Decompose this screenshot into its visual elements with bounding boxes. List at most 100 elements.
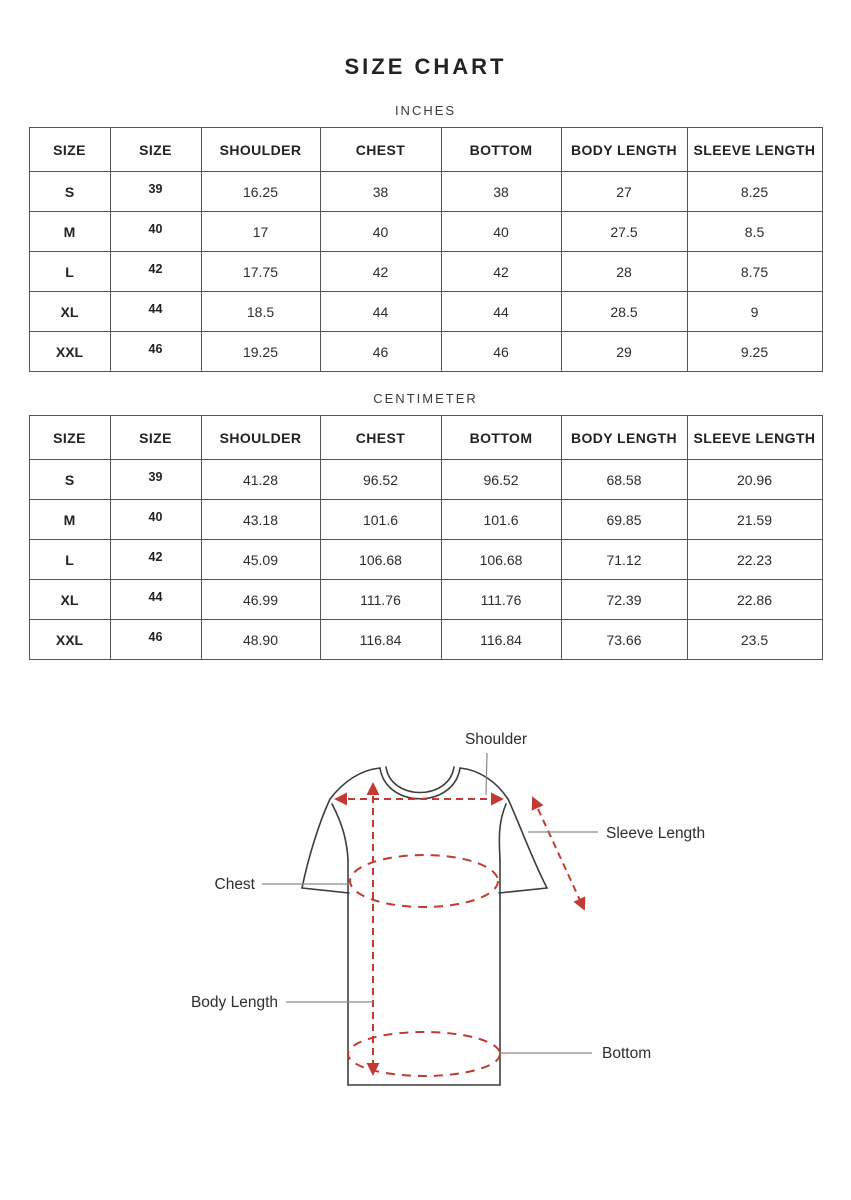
measurement-cell: 44 <box>109 291 202 332</box>
numeric-size-value: 46 <box>148 341 163 356</box>
measurement-cell: 38 <box>319 171 442 212</box>
measurement-cell: 116.84 <box>319 619 442 660</box>
measurement-cell: 28 <box>560 251 688 292</box>
measurement-cell: 40 <box>109 499 202 540</box>
measurement-cell: 72.39 <box>560 579 688 620</box>
measurement-cell: 42 <box>109 251 202 292</box>
numeric-size-value: 44 <box>148 589 163 604</box>
shoulder-pointer-line <box>485 752 488 796</box>
measurement-cell: 68.58 <box>560 459 688 500</box>
header-row: SIZE SIZE SHOULDER CHEST BOTTOM BODY LENGTH SL… <box>28 127 823 172</box>
measurement-cell: 39 <box>109 459 202 500</box>
measurement-cell: 27.5 <box>560 211 688 252</box>
measurement-cell: 9 <box>686 291 823 332</box>
measurement-cell: 21.59 <box>686 499 823 540</box>
measurement-cell: 29 <box>560 331 688 372</box>
size-label-cell: S <box>28 459 111 500</box>
column-header: SIZE <box>109 127 202 172</box>
table-row: L 42 17.75 42 42 28 8.75 <box>28 251 823 292</box>
column-header: SHOULDER <box>200 415 321 460</box>
measurement-cell: 116.84 <box>440 619 562 660</box>
chest-label: Chest <box>215 876 256 893</box>
tshirt-measurement-diagram: Shoulder Sleeve Length Chest Body Length… <box>0 708 851 1133</box>
size-table-inches: SIZE SIZE SHOULDER CHEST BOTTOM BODY LENGTH SL… <box>28 127 823 372</box>
measurement-cell: 46 <box>109 331 202 372</box>
measurement-cell: 106.68 <box>440 539 562 580</box>
measurement-cell: 27 <box>560 171 688 212</box>
unit-label-inches: INCHES <box>394 103 457 118</box>
table-row: XL 44 18.5 44 44 28.5 9 <box>28 291 823 332</box>
label-pointer-lines <box>262 752 598 1054</box>
measurement-cell: 111.76 <box>440 579 562 620</box>
sleeve-length-label: Sleeve Length <box>606 825 705 842</box>
measurement-cell: 44 <box>440 291 562 332</box>
measurement-cell: 101.6 <box>319 499 442 540</box>
numeric-size-value: 39 <box>148 469 163 484</box>
measurement-cell: 101.6 <box>440 499 562 540</box>
measurement-cell: 106.68 <box>319 539 442 580</box>
measurement-cell: 22.23 <box>686 539 823 580</box>
shoulder-label: Shoulder <box>465 731 527 748</box>
size-label-cell: L <box>28 539 111 580</box>
measurement-cell: 44 <box>319 291 442 332</box>
measurement-cell: 16.25 <box>200 171 321 212</box>
body-length-label: Body Length <box>191 994 278 1011</box>
column-header: BODY LENGTH <box>560 415 688 460</box>
measurement-cell: 111.76 <box>319 579 442 620</box>
measurement-cell: 73.66 <box>560 619 688 660</box>
table-row: M 40 43.18 101.6 101.6 69.85 21.59 <box>28 499 823 540</box>
column-header: SIZE <box>109 415 202 460</box>
column-header: BOTTOM <box>440 127 562 172</box>
numeric-size-value: 39 <box>148 181 163 196</box>
tshirt-diagram-svg: Shoulder Sleeve Length Chest Body Length… <box>191 731 705 1086</box>
measurement-cell: 46 <box>319 331 442 372</box>
size-label-cell: L <box>28 251 111 292</box>
table-row: M 40 17 40 40 27.5 8.5 <box>28 211 823 252</box>
measurement-cell: 20.96 <box>686 459 823 500</box>
table-row: S 39 16.25 38 38 27 8.25 <box>28 171 823 212</box>
measurement-cell: 38 <box>440 171 562 212</box>
table-row: XXL 46 19.25 46 46 29 9.25 <box>28 331 823 372</box>
column-header: BODY LENGTH <box>560 127 688 172</box>
measurement-cell: 46 <box>109 619 202 660</box>
tshirt-outline <box>301 766 548 1086</box>
numeric-size-value: 42 <box>148 261 163 276</box>
measurement-cell: 44 <box>109 579 202 620</box>
table-row: XXL 46 48.90 116.84 116.84 73.66 23.5 <box>28 619 823 660</box>
measurement-cell: 8.5 <box>686 211 823 252</box>
numeric-size-value: 46 <box>148 629 163 644</box>
measurement-cell: 40 <box>319 211 442 252</box>
table-row: L 42 45.09 106.68 106.68 71.12 22.23 <box>28 539 823 580</box>
measurement-cell: 8.25 <box>686 171 823 212</box>
size-label-cell: M <box>28 211 111 252</box>
numeric-size-value: 40 <box>148 509 163 524</box>
column-header: CHEST <box>319 127 442 172</box>
column-header: SLEEVE LENGTH <box>686 415 823 460</box>
table-row: S 39 41.28 96.52 96.52 68.58 20.96 <box>28 459 823 500</box>
measurement-cell: 46.99 <box>200 579 321 620</box>
measurement-cell: 96.52 <box>319 459 442 500</box>
measurement-cell: 40 <box>440 211 562 252</box>
measurement-cell: 9.25 <box>686 331 823 372</box>
measurement-cell: 19.25 <box>200 331 321 372</box>
measurement-cell: 41.28 <box>200 459 321 500</box>
unit-label-centimeter: CENTIMETER <box>373 391 478 406</box>
measurement-cell: 18.5 <box>200 291 321 332</box>
column-header: SHOULDER <box>200 127 321 172</box>
bottom-measure-ellipse <box>347 1031 501 1077</box>
size-label-cell: XXL <box>28 331 111 372</box>
chest-measure-ellipse <box>349 854 499 908</box>
measurement-cell: 17 <box>200 211 321 252</box>
measurement-cell: 40 <box>109 211 202 252</box>
measurement-cell: 71.12 <box>560 539 688 580</box>
size-label-cell: M <box>28 499 111 540</box>
measurement-cell: 22.86 <box>686 579 823 620</box>
bottom-label: Bottom <box>602 1045 651 1062</box>
measurement-cell: 39 <box>109 171 202 212</box>
measurement-cell: 69.85 <box>560 499 688 540</box>
size-label-cell: XL <box>28 291 111 332</box>
size-table-centimeter: SIZE SIZE SHOULDER CHEST BOTTOM BODY LENGTH SL… <box>28 415 823 660</box>
column-header: CHEST <box>319 415 442 460</box>
measurement-cell: 28.5 <box>560 291 688 332</box>
measurement-cell: 43.18 <box>200 499 321 540</box>
